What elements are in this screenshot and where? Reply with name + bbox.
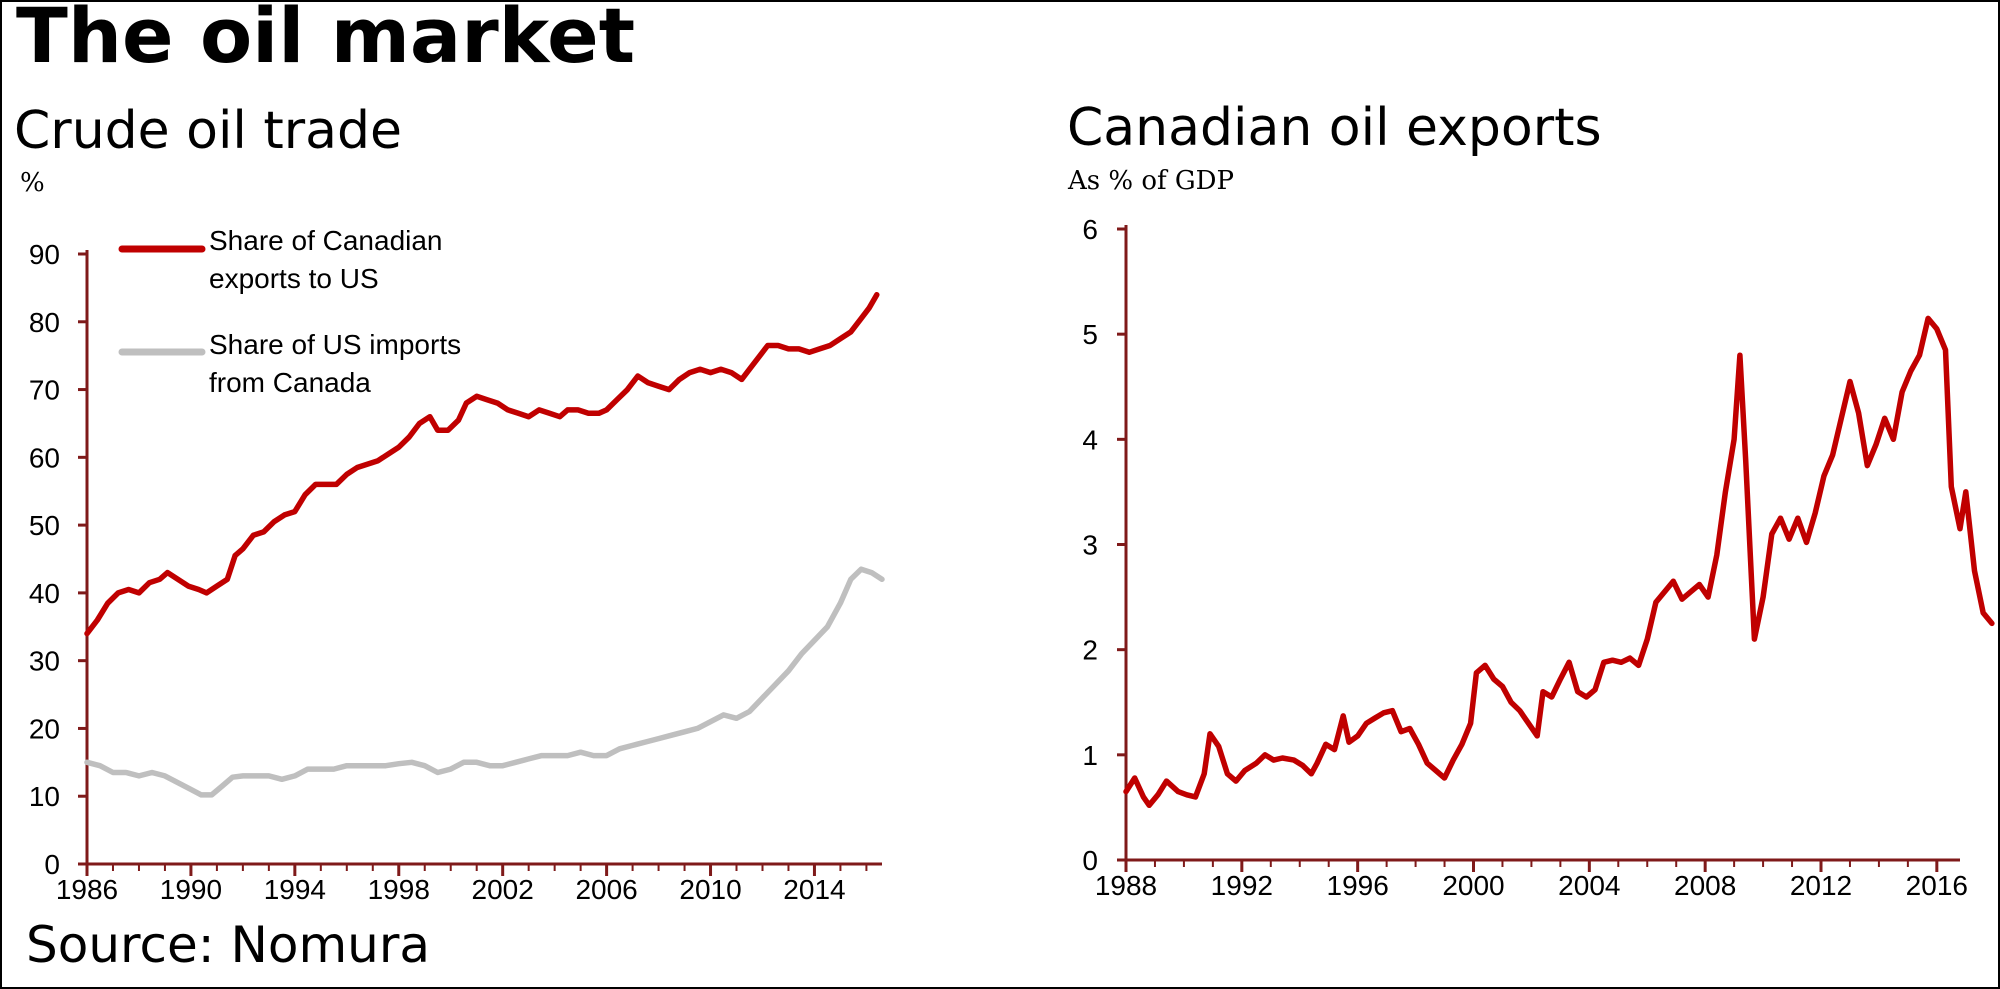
x-tick-label: 2002 [472,874,534,905]
y-tick-label: 10 [29,781,60,812]
y-tick-label: 1 [1082,740,1098,771]
legend-label: exports to US [209,263,379,294]
y-tick-label: 0 [44,849,60,880]
legend-label: Share of Canadian [209,225,443,256]
x-tick-label: 1998 [368,874,430,905]
y-tick-label: 90 [29,239,60,270]
right-chart-title: Canadian oil exports [1067,98,1602,158]
y-tick-label: 80 [29,307,60,338]
series-line-canadian-oil-exports [1123,315,1995,809]
y-tick-label: 20 [29,713,60,744]
x-tick-label: 2016 [1906,870,1968,901]
x-tick-label: 1992 [1211,870,1273,901]
y-tick-label: 6 [1082,214,1098,245]
x-tick-label: 1988 [1095,870,1157,901]
legend-label: Share of US imports [209,329,461,360]
x-tick-label: 2006 [575,874,637,905]
x-tick-label: 1994 [264,874,326,905]
y-tick-label: 70 [29,375,60,406]
x-tick-label: 2000 [1442,870,1504,901]
x-tick-label: 2010 [679,874,741,905]
y-tick-label: 3 [1082,530,1098,561]
right-chart-unit: As % of GDP [1068,166,1235,196]
legend-label: from Canada [209,367,371,398]
source-note: Source: Nomura [26,916,431,974]
x-tick-label: 1990 [160,874,222,905]
y-tick-label: 30 [29,646,60,677]
series-line-share-of-us-imports-from-canada [84,566,885,798]
y-tick-label: 50 [29,510,60,541]
x-tick-label: 1996 [1327,870,1389,901]
y-tick-label: 0 [1082,845,1098,876]
x-tick-label: 2004 [1558,870,1620,901]
y-tick-label: 2 [1082,635,1098,666]
page-title: The oil market [16,0,636,80]
x-tick-label: 2012 [1790,870,1852,901]
y-tick-label: 4 [1082,424,1098,455]
left-chart-unit: % [20,168,45,198]
x-tick-label: 2008 [1674,870,1736,901]
y-tick-label: 40 [29,578,60,609]
series-line-share-of-canadian-exports-to-us [84,291,880,637]
y-tick-label: 5 [1082,319,1098,350]
x-tick-label: 2014 [783,874,845,905]
y-tick-label: 60 [29,442,60,473]
x-tick-label: 1986 [56,874,118,905]
left-chart-title: Crude oil trade [14,101,403,161]
